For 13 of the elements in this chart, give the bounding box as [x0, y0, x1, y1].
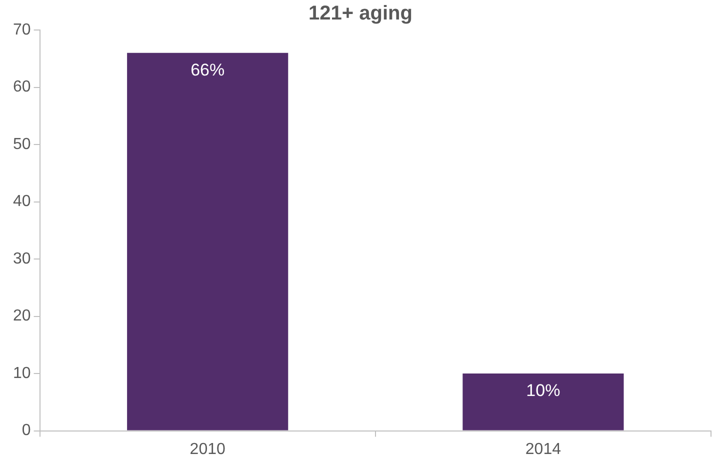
y-tick-label: 0 [22, 422, 31, 440]
data-label: 66% [190, 60, 225, 80]
chart-title: 121+ aging [308, 2, 412, 25]
y-tick-label: 10 [13, 364, 31, 382]
y-tick-label: 60 [13, 78, 31, 96]
y-tick-label: 20 [13, 308, 31, 325]
data-label: 10% [526, 381, 560, 400]
y-tick-label: 30 [13, 250, 31, 268]
x-tick-label: 2014 [525, 440, 562, 458]
x-tick-label: 2010 [190, 440, 226, 458]
y-tick-label: 70 [13, 21, 31, 38]
y-tick-label: 50 [13, 136, 31, 153]
y-tick-label: 40 [13, 193, 31, 210]
